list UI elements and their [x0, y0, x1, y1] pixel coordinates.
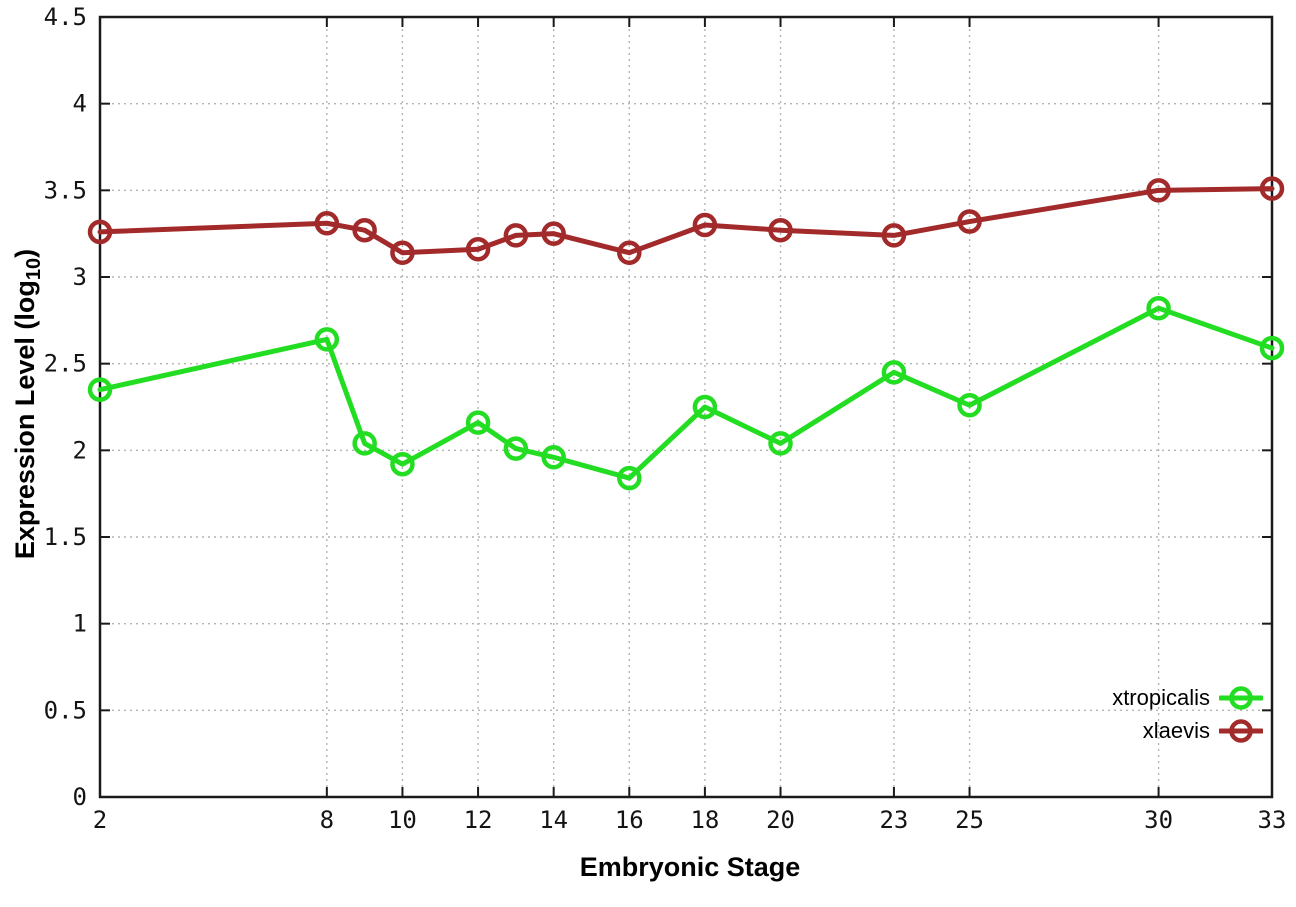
svg-text:3.5: 3.5 — [44, 176, 87, 204]
y-axis-title-text: Expression Level (log — [9, 280, 40, 560]
svg-text:33: 33 — [1258, 806, 1287, 834]
svg-text:8: 8 — [320, 806, 334, 834]
series-marker-icon — [1219, 686, 1263, 710]
legend-item-xlaevis: xlaevis — [1143, 716, 1263, 746]
y-axis-title: Expression Level (log10) — [10, 249, 46, 559]
svg-text:4: 4 — [73, 90, 87, 118]
legend-item-xtropicalis: xtropicalis — [1112, 683, 1263, 713]
y-axis-title-subscript: 10 — [23, 257, 46, 281]
svg-text:10: 10 — [388, 806, 417, 834]
series-marker-icon — [1219, 719, 1263, 743]
svg-text:0: 0 — [73, 783, 87, 811]
svg-text:18: 18 — [690, 806, 719, 834]
svg-text:30: 30 — [1144, 806, 1173, 834]
x-axis-title: Embryonic Stage — [579, 852, 801, 882]
svg-text:1.5: 1.5 — [44, 523, 87, 551]
svg-text:2.5: 2.5 — [44, 350, 87, 378]
svg-text:14: 14 — [539, 806, 568, 834]
svg-text:3: 3 — [73, 263, 87, 291]
svg-text:16: 16 — [615, 806, 644, 834]
svg-text:0.5: 0.5 — [44, 696, 87, 724]
y-axis-title-close: ) — [9, 248, 40, 258]
svg-text:1: 1 — [73, 610, 87, 638]
legend-label: xtropicalis — [1112, 685, 1210, 710]
svg-text:2: 2 — [73, 436, 87, 464]
svg-text:23: 23 — [879, 806, 908, 834]
svg-text:2: 2 — [93, 806, 107, 834]
svg-text:20: 20 — [766, 806, 795, 834]
svg-text:25: 25 — [955, 806, 984, 834]
legend: xtropicalis xlaevis — [1112, 683, 1263, 746]
svg-text:12: 12 — [464, 806, 493, 834]
legend-label: xlaevis — [1142, 718, 1210, 743]
svg-text:4.5: 4.5 — [44, 3, 87, 31]
